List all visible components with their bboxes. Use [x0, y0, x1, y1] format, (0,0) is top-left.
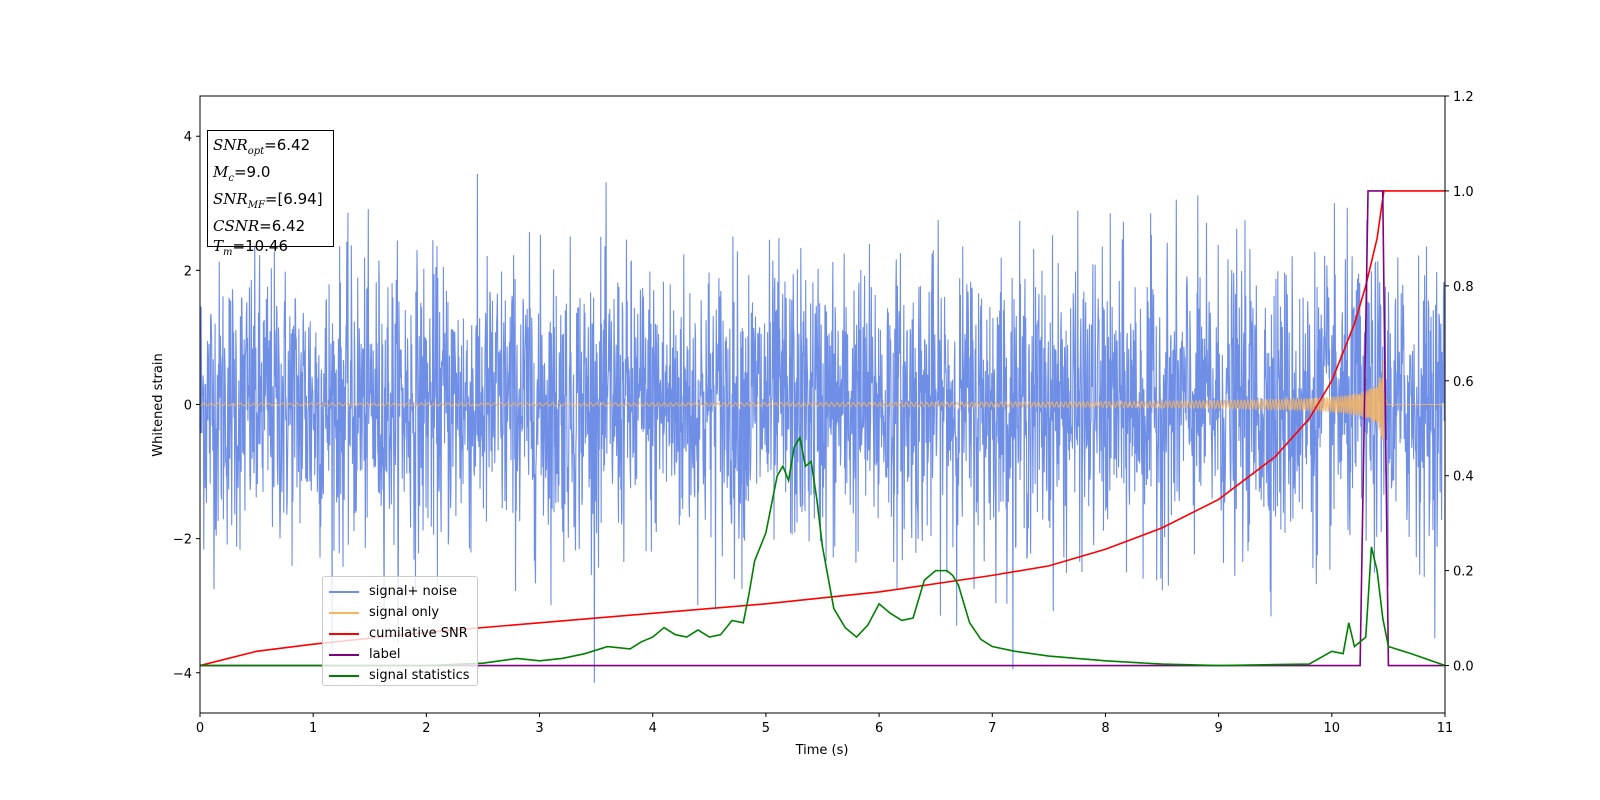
- series-signal-only: [199, 359, 1445, 441]
- legend-label-signal-statistics: signal statistics: [369, 668, 470, 683]
- y-right-tick-label: 0.2: [1453, 565, 1474, 580]
- series-cumulative-snr: [199, 190, 1445, 667]
- legend-item-signal-only: signal only: [329, 602, 471, 623]
- x-tick-label: 3: [535, 721, 543, 736]
- x-tick-label: 2: [422, 721, 430, 736]
- y-left-tick-label: 4: [184, 130, 192, 145]
- mc-line: Mc=9.0: [213, 163, 271, 184]
- legend-item-signal-statistics: signal statistics: [329, 665, 471, 686]
- tm-value: =10.46: [232, 237, 289, 255]
- y-right-tick-label: 0.0: [1453, 660, 1474, 675]
- tm-line: Tm=10.46: [213, 237, 289, 258]
- mc-value: =9.0: [233, 163, 271, 181]
- csnr-line: CSNR=6.42: [213, 217, 306, 235]
- legend-label-signal-only: signal only: [369, 605, 440, 620]
- legend-swatch-signal-only: [329, 611, 359, 614]
- legend-label-label: label: [369, 647, 401, 662]
- snr-opt-line: SNRopt=6.42: [213, 136, 311, 157]
- x-tick-label: 8: [1101, 721, 1109, 736]
- ticks: 0 1 2 3 4 5 6 7 8 9 10 11 −4 −2 0 2 4 0.0 0.2 0.4 0.6 0.8 1.0 1…: [173, 90, 1474, 736]
- x-tick-label: 6: [875, 721, 883, 736]
- legend-label-signal-noise: signal+ noise: [369, 584, 458, 599]
- series-label: [200, 190, 1445, 667]
- x-axis-label: Time (s): [795, 743, 849, 758]
- csnr-value: =6.42: [259, 217, 306, 235]
- snr-opt-value: =6.42: [264, 136, 311, 154]
- y-right-tick-label: 0.6: [1453, 375, 1474, 390]
- y-axis-label: Whitened strain: [151, 353, 166, 456]
- snr-info-box: SNRopt=6.42 Mc=9.0 SNRMF=[6.94] CSNR=6.4…: [207, 130, 334, 258]
- x-tick-label: 5: [762, 721, 770, 736]
- legend-item-cumulative-snr: cumilative SNR: [329, 623, 471, 644]
- series-signal-noise: [199, 173, 1446, 683]
- x-tick-label: 9: [1214, 721, 1222, 736]
- legend: signal+ noise signal only cumilative SNR…: [322, 576, 478, 686]
- legend-swatch-label: [329, 653, 359, 656]
- y-left-tick-label: 2: [184, 264, 192, 279]
- x-tick-label: 0: [196, 721, 204, 736]
- snr-mf-line: SNRMF=[6.94]: [213, 190, 323, 211]
- legend-swatch-cumulative-snr: [329, 632, 359, 635]
- series-signal-statistics: [200, 435, 1446, 667]
- plot-area: [199, 173, 1446, 683]
- y-right-tick-label: 1.0: [1453, 185, 1474, 200]
- y-left-tick-label: −2: [173, 533, 192, 548]
- x-tick-label: 4: [649, 721, 657, 736]
- x-tick-label: 1: [309, 721, 317, 736]
- y-right-tick-label: 0.8: [1453, 280, 1474, 295]
- x-tick-label: 7: [988, 721, 996, 736]
- y-right-tick-label: 1.2: [1453, 90, 1474, 105]
- y-left-tick-label: 0: [184, 399, 192, 414]
- x-tick-label: 11: [1437, 721, 1454, 736]
- legend-item-signal-noise: signal+ noise: [329, 581, 471, 602]
- legend-swatch-signal-statistics: [329, 674, 359, 677]
- y-left-tick-label: −4: [173, 667, 192, 682]
- snr-mf-value: =[6.94]: [264, 190, 323, 208]
- legend-swatch-signal-noise: [329, 590, 359, 593]
- y-right-tick-label: 0.4: [1453, 470, 1474, 485]
- legend-label-cumulative-snr: cumilative SNR: [369, 626, 468, 641]
- x-tick-label: 10: [1324, 721, 1341, 736]
- legend-item-label: label: [329, 644, 471, 665]
